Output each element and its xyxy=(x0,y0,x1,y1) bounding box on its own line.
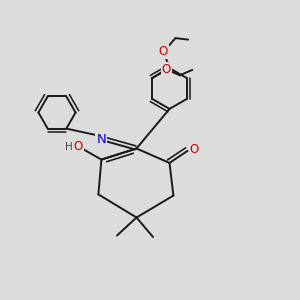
Text: O: O xyxy=(74,140,83,154)
Text: O: O xyxy=(162,63,171,76)
Text: N: N xyxy=(97,133,106,146)
Text: O: O xyxy=(190,143,199,156)
Text: O: O xyxy=(159,45,168,58)
Text: H: H xyxy=(65,142,73,152)
